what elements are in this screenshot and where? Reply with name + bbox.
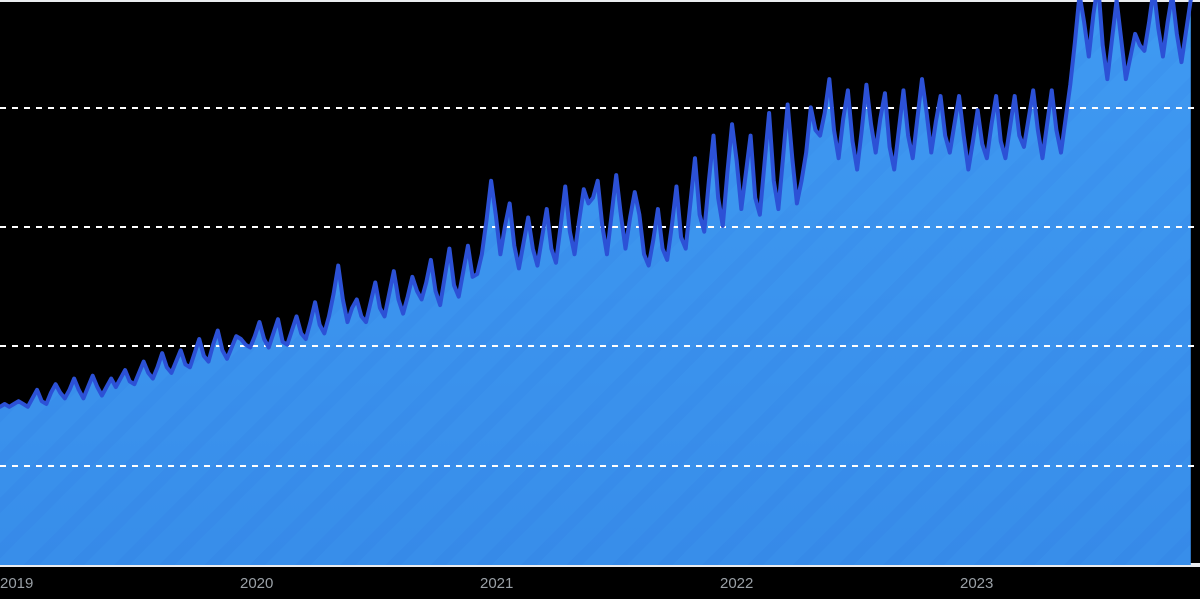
x-axis-label: 2019 bbox=[0, 575, 33, 592]
area-chart: 2019 2020 2021 2022 2023 bbox=[0, 0, 1200, 599]
chart-svg bbox=[0, 0, 1200, 599]
x-axis-label: 2023 bbox=[960, 575, 993, 592]
area-hatch bbox=[0, 0, 1200, 599]
x-axis-label: 2022 bbox=[720, 575, 753, 592]
x-axis-label: 2020 bbox=[240, 575, 273, 592]
x-axis-label: 2021 bbox=[480, 575, 513, 592]
